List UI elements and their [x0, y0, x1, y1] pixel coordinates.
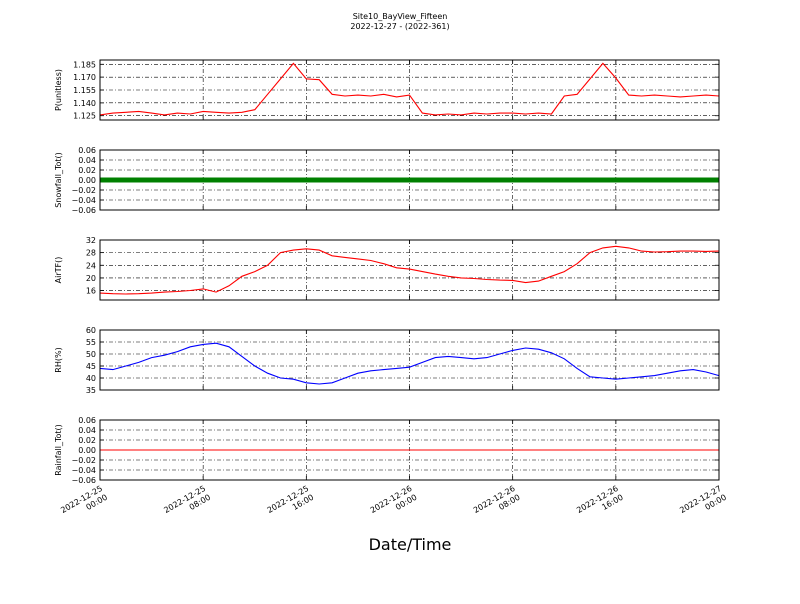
y-tick-label: 24	[86, 261, 96, 270]
x-tick-label: 2022-12-2700:00	[678, 484, 728, 524]
series-line	[99, 62, 720, 116]
panels-group: 1.125 1.140 1.155 1.170 1.185 P(unitless) 0.06…	[54, 59, 720, 485]
y-tick-label: −0.02	[71, 456, 96, 465]
y-tick-label: −0.06	[71, 476, 96, 485]
x-tick-label: 2022-12-2508:00	[162, 484, 212, 524]
y-tick-label: 0.06	[78, 146, 96, 155]
y-tick-label: 0.04	[78, 156, 96, 165]
y-axis-label: Rainfall_Tot()	[54, 424, 63, 476]
axes-frame	[99, 59, 720, 121]
axes-frame	[99, 149, 720, 211]
y-tick-label: 20	[86, 274, 96, 283]
axes-frame	[99, 239, 720, 301]
x-axis-label: Date/Time	[369, 535, 452, 554]
y-axis-label: RH(%)	[54, 347, 63, 372]
y-tick-label: 55	[86, 338, 96, 347]
y-tick-label: 0.02	[78, 436, 96, 445]
y-tick-label: −0.02	[71, 186, 96, 195]
panel-5: 0.060.040.020.00−0.02−0.04−0.06 Rainfall_…	[54, 416, 720, 485]
y-tick-label: 32	[86, 236, 96, 245]
y-tick-label: 35	[86, 386, 96, 395]
y-axis-label: P(unitless)	[54, 69, 63, 111]
x-tick-labels: 2022-12-2500:00 2022-12-2508:00 2022-12-25…	[59, 484, 728, 524]
panel-2: 0.060.040.020.00−0.02−0.04−0.06 Snowfall_…	[54, 146, 720, 215]
y-tick-label: 50	[86, 350, 96, 359]
y-tick-label: −0.04	[71, 196, 96, 205]
chart-title: Site10_BayView_Fifteen	[353, 12, 448, 21]
series-line	[99, 342, 720, 385]
y-tick-label: 0.00	[78, 446, 96, 455]
y-tick-label: 1.140	[73, 99, 96, 108]
y-tick-label: 40	[86, 374, 96, 383]
x-tick-label: 2022-12-2608:00	[472, 484, 522, 524]
y-tick-label: 0.06	[78, 416, 96, 425]
y-tick-label: 0.02	[78, 166, 96, 175]
y-axis-label: Snowfall_Tot()	[54, 152, 63, 208]
x-tick-label: 2022-12-2516:00	[266, 484, 316, 524]
y-tick-label: 0.04	[78, 426, 96, 435]
y-tick-label: 0.00	[78, 176, 96, 185]
x-tick-label: 2022-12-2616:00	[575, 484, 625, 524]
axes-frame	[99, 419, 720, 481]
x-tick-label: 2022-12-2500:00	[59, 484, 109, 524]
panel-3: 16 20 24 28 32 AirTF()	[54, 236, 720, 301]
chart-subtitle: 2022-12-27 - (2022-361)	[350, 22, 449, 31]
y-tick-label: −0.04	[71, 466, 96, 475]
panel-4: 35 40 45 50 55 60 RH(%)	[54, 326, 720, 395]
panel-1: 1.125 1.140 1.155 1.170 1.185 P(unitless)	[54, 59, 720, 121]
y-tick-label: 1.155	[73, 86, 96, 95]
y-tick-label: 16	[86, 287, 96, 296]
y-tick-label: 1.185	[73, 60, 96, 69]
y-tick-label: 28	[86, 249, 96, 258]
y-tick-label: 1.170	[73, 73, 96, 82]
y-tick-label: −0.06	[71, 206, 96, 215]
axes-frame	[99, 329, 720, 391]
y-tick-label: 45	[86, 362, 96, 371]
x-tick-label: 2022-12-2600:00	[369, 484, 419, 524]
series-line	[99, 245, 720, 295]
y-tick-label: 60	[86, 326, 96, 335]
y-tick-label: 1.125	[73, 112, 96, 121]
y-axis-label: AirTF()	[54, 257, 63, 284]
